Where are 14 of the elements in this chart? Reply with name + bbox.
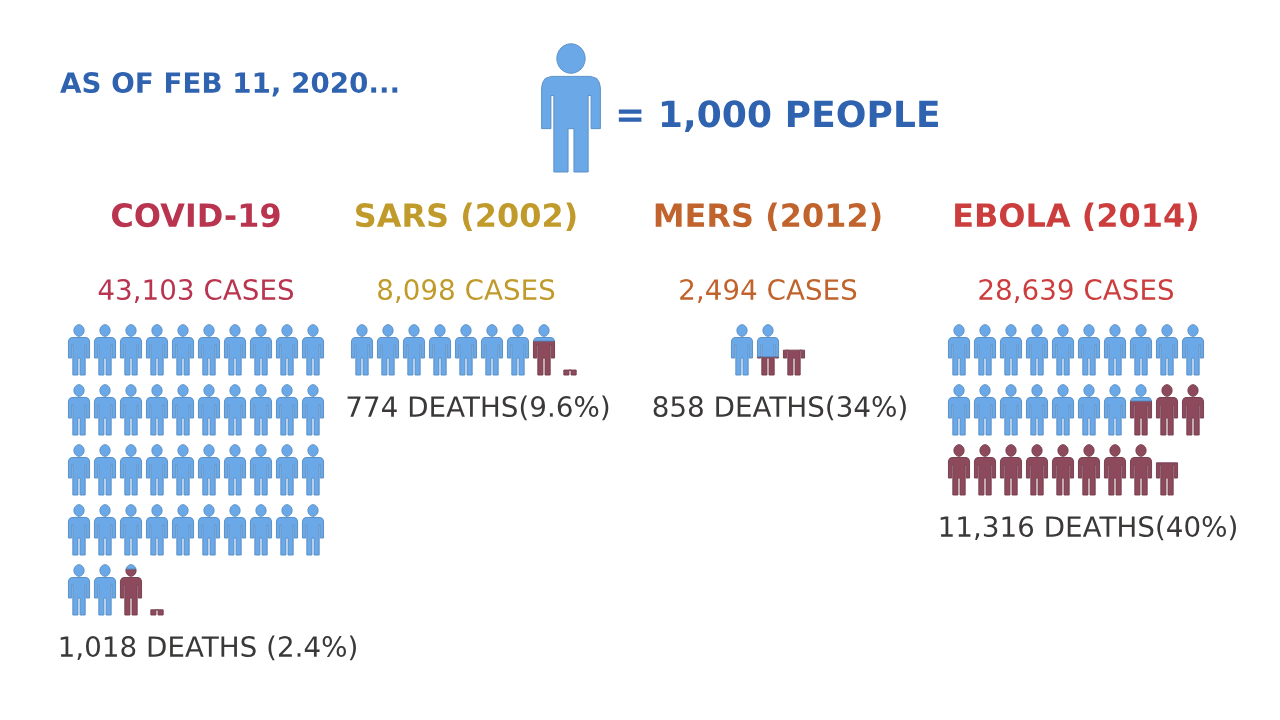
text: AS OF FEB 11, 2020...	[60, 72, 398, 97]
data-label: = 1,000 PEOPLE	[618, 100, 938, 133]
data-label: 43,103 CASES	[98, 279, 294, 303]
data-label: 858 DEATHS(34%)	[653, 395, 906, 421]
data-label: 774 DEATHS(9.6%)	[347, 395, 609, 421]
data-label: 11,316 DEATHS(40%)	[940, 515, 1236, 541]
data-label: 8,098 CASES	[378, 279, 555, 303]
category-label: COVID-19	[111, 203, 280, 228]
data-label: 28,639 CASES	[979, 279, 1174, 303]
data-label: 2,494 CASES	[680, 279, 857, 303]
category-label: MERS (2012)	[655, 202, 881, 232]
category-label: EBOLA (2014)	[955, 202, 1198, 232]
data-label: 1,018 DEATHS (2.4%)	[60, 635, 356, 661]
category-label: SARS (2002)	[356, 202, 576, 232]
